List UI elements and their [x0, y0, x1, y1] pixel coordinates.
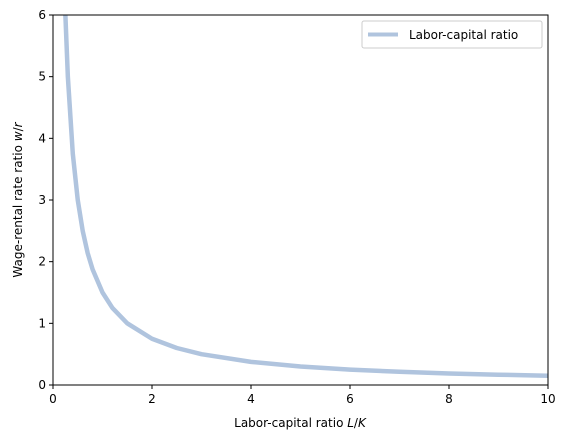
- y-axis: 0 1 2 3 4 5 6: [38, 8, 53, 392]
- x-tick-label: 4: [247, 392, 255, 406]
- y-tick-label: 6: [38, 8, 46, 22]
- x-tick-label: 10: [540, 392, 555, 406]
- x-tick-label: 2: [148, 392, 156, 406]
- y-tick-label: 2: [38, 255, 46, 269]
- y-tick-label: 4: [38, 131, 46, 145]
- x-tick-label: 8: [445, 392, 453, 406]
- legend-box: [361, 20, 543, 49]
- y-tick-label: 1: [38, 316, 46, 330]
- series-line-0: [63, 15, 548, 378]
- x-axis-label: Labor-capital ratio L/K: [234, 416, 367, 430]
- y-axis-label: Wage-rental rate ratio w/r: [11, 121, 25, 277]
- y-tick-label: 0: [38, 378, 46, 392]
- x-tick-label: 0: [49, 392, 57, 406]
- y-tick-label: 3: [38, 193, 46, 207]
- x-axis: 0 2 4 6 8 10: [49, 385, 556, 406]
- legend-label-0: Labor-capital ratio: [409, 28, 518, 42]
- legend: Labor-capital ratio: [361, 20, 543, 49]
- x-tick-label: 6: [346, 392, 354, 406]
- axes-frame: [52, 14, 549, 386]
- y-tick-label: 5: [38, 70, 46, 84]
- plot-area: [63, 15, 548, 378]
